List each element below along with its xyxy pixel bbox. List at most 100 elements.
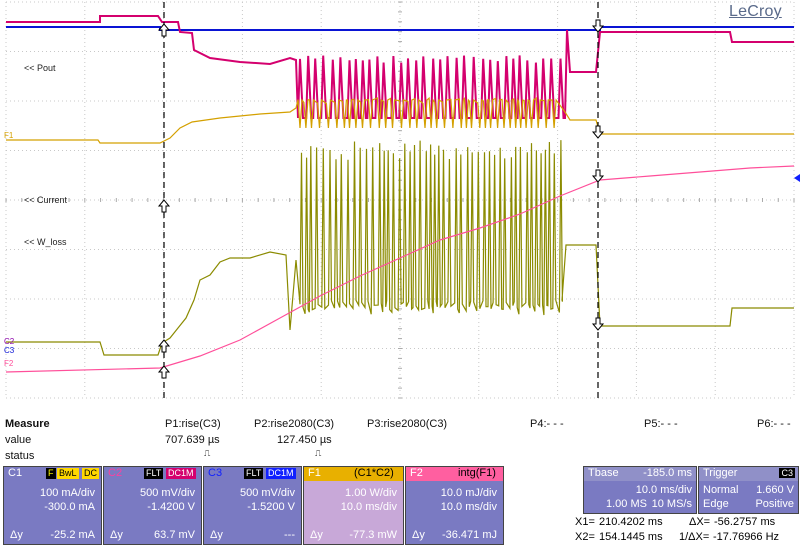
cursor-x1-label: X1= — [575, 516, 595, 528]
c2-ground-marker: C2 — [4, 337, 15, 346]
channel-c1-header: C1 F BwL DC — [4, 467, 101, 481]
channel-c2-header: C2 FLT DC1M — [104, 467, 201, 481]
channel-c2-tag-flt: FLT — [144, 468, 164, 479]
param-p4-name[interactable]: P4:- - - — [530, 418, 564, 430]
trigger-level: 1.660 V — [756, 484, 794, 496]
trace-label-wloss: << W_loss — [24, 237, 67, 247]
channel-f2-timebase: 10.0 ms/div — [440, 501, 497, 513]
cursor-x1-marker-f2 — [157, 365, 171, 379]
traces — [5, 15, 795, 373]
channel-c2-offset: -1.4200 V — [147, 501, 195, 513]
waveform-display[interactable] — [0, 0, 800, 404]
trace-label-current: << Current — [24, 195, 68, 205]
cursor-x2-label: X2= — [575, 531, 595, 543]
cursor-x1-marker-c1 — [157, 339, 171, 353]
channel-c1-scale: 100 mA/div — [39, 487, 95, 499]
channel-f2-dy-label: Δy — [412, 529, 425, 541]
brand-logo: LeCroy — [729, 3, 782, 20]
channel-f2-id: F2 — [410, 467, 423, 479]
param-p2-name[interactable]: P2:rise2080(C3) — [254, 418, 335, 430]
channel-c1-box[interactable]: C1 F BwL DC 100 mA/div -300.0 mA Δy -25.… — [3, 466, 102, 545]
trigger-header — [699, 467, 798, 481]
c3-ground-marker: C3 — [4, 346, 15, 355]
timebase-div: 10.0 ms/div — [635, 484, 692, 496]
param-p5-name[interactable]: P5:- - - — [644, 418, 678, 430]
channel-c1-id: C1 — [8, 467, 23, 479]
trace-f1 — [6, 96, 794, 144]
trace-c1 — [6, 140, 794, 356]
channel-c3-scale: 500 mV/div — [239, 487, 295, 499]
param-p2-value: 127.450 µs — [277, 434, 332, 446]
trace-c3 — [6, 26, 794, 31]
param-p3-name[interactable]: P3:rise2080(C3) — [367, 418, 448, 430]
trigger-label: Trigger — [703, 467, 738, 479]
trigger-slope: Positive — [755, 498, 794, 510]
channel-f1-scale: 1.00 W/div — [345, 487, 397, 499]
channel-c1-tag-dc: DC — [82, 468, 99, 479]
channel-f2-box[interactable]: F2 intg(F1) 10.0 mJ/div 10.0 ms/div Δy -… — [405, 466, 504, 545]
measure-value-label: value — [5, 434, 32, 446]
channel-c3-id: C3 — [208, 467, 223, 479]
cursor-inv-dx-label: 1/ΔX= — [679, 531, 710, 543]
channel-c2-dy-label: Δy — [110, 529, 123, 541]
channel-c3-dy-label: Δy — [210, 529, 223, 541]
trigger-box[interactable]: Trigger C3 Normal 1.660 V Edge Positive — [698, 466, 799, 514]
param-p6-name[interactable]: P6:- - - — [757, 418, 791, 430]
timebase-offset: -185.0 ms — [643, 467, 692, 479]
param-p1-name[interactable]: P1:rise(C3) — [165, 418, 221, 430]
cursor-x1-marker-current — [157, 199, 171, 213]
channel-f1-id: F1 — [308, 467, 321, 479]
channel-c1-tag-f: F — [46, 468, 56, 479]
cursor-dx-label: ΔX= — [689, 516, 711, 528]
channel-c1-dy-value: -25.2 mA — [50, 529, 95, 541]
timebase-header — [584, 467, 696, 481]
f1-ground-marker: F1 — [4, 131, 14, 140]
measure-title: Measure — [5, 418, 50, 430]
channel-c3-box[interactable]: C3 FLT DC1M 500 mV/div -1.5200 V Δy --- — [203, 466, 302, 545]
param-p2-status-icon: ⎍ — [315, 448, 322, 458]
param-p1-status-icon: ⎍ — [204, 448, 211, 458]
channel-f1-dy-value: -77.3 mW — [349, 529, 397, 541]
channel-c1-offset: -300.0 mA — [44, 501, 95, 513]
param-p1-value: 707.639 µs — [165, 434, 220, 446]
acquisition-panel: Tbase -185.0 ms 10.0 ms/div 1.00 MS 10 M… — [575, 466, 800, 547]
cursor-x2-value: 154.1445 ms — [599, 531, 663, 543]
cursor-x2-marker-c3 — [591, 19, 605, 33]
trace-f2 — [5, 165, 795, 373]
channel-f2-header: F2 intg(F1) — [406, 467, 503, 481]
channel-f2-formula: intg(F1) — [458, 467, 496, 479]
channel-c1-dy-label: Δy — [10, 529, 23, 541]
channel-c2-tag-dc1m: DC1M — [166, 468, 196, 479]
channel-f1-timebase: 10.0 ms/div — [340, 501, 397, 513]
timebase-rate: 10 MS/s — [651, 498, 692, 510]
measure-status-label: status — [5, 450, 35, 462]
graticule — [5, 1, 795, 399]
channel-c2-dy-value: 63.7 mV — [154, 529, 195, 541]
cursor-inv-dx-value: -17.76966 Hz — [713, 531, 780, 543]
channel-f2-scale: 10.0 mJ/div — [440, 487, 497, 499]
cursor-x2-marker-f1 — [591, 125, 605, 139]
cursor-x1-marker-c3 — [157, 23, 171, 37]
cursor-markers — [157, 2, 800, 398]
channel-f1-header: F1 (C1*C2) — [304, 467, 403, 481]
channel-f1-formula: (C1*C2) — [354, 467, 394, 479]
channel-c2-scale: 500 mV/div — [139, 487, 195, 499]
channel-c2-box[interactable]: C2 FLT DC1M 500 mV/div -1.4200 V Δy 63.7… — [103, 466, 202, 545]
channel-f1-box[interactable]: F1 (C1*C2) 1.00 W/div 10.0 ms/div Δy -77… — [303, 466, 404, 545]
channel-c3-tag-dc1m: DC1M — [266, 468, 296, 479]
channel-c3-dy-value: --- — [284, 529, 295, 541]
timebase-label: Tbase — [588, 467, 619, 479]
channel-c3-header: C3 FLT DC1M — [204, 467, 301, 481]
channel-f2-dy-value: -36.471 mJ — [441, 529, 497, 541]
trigger-mode: Normal — [703, 484, 739, 496]
f2-ground-marker: F2 — [4, 359, 14, 368]
trigger-type: Edge — [703, 498, 729, 510]
timebase-points: 1.00 MS — [606, 498, 647, 510]
trigger-source: C3 — [779, 468, 795, 478]
channel-c2-id: C2 — [108, 467, 123, 479]
timebase-box[interactable]: Tbase -185.0 ms 10.0 ms/div 1.00 MS 10 M… — [583, 466, 697, 514]
cursor-x2-marker-c1 — [591, 317, 605, 331]
trigger-level-marker — [794, 174, 800, 182]
channel-f1-dy-label: Δy — [310, 529, 323, 541]
cursor-x2-marker-f2 — [591, 169, 605, 183]
